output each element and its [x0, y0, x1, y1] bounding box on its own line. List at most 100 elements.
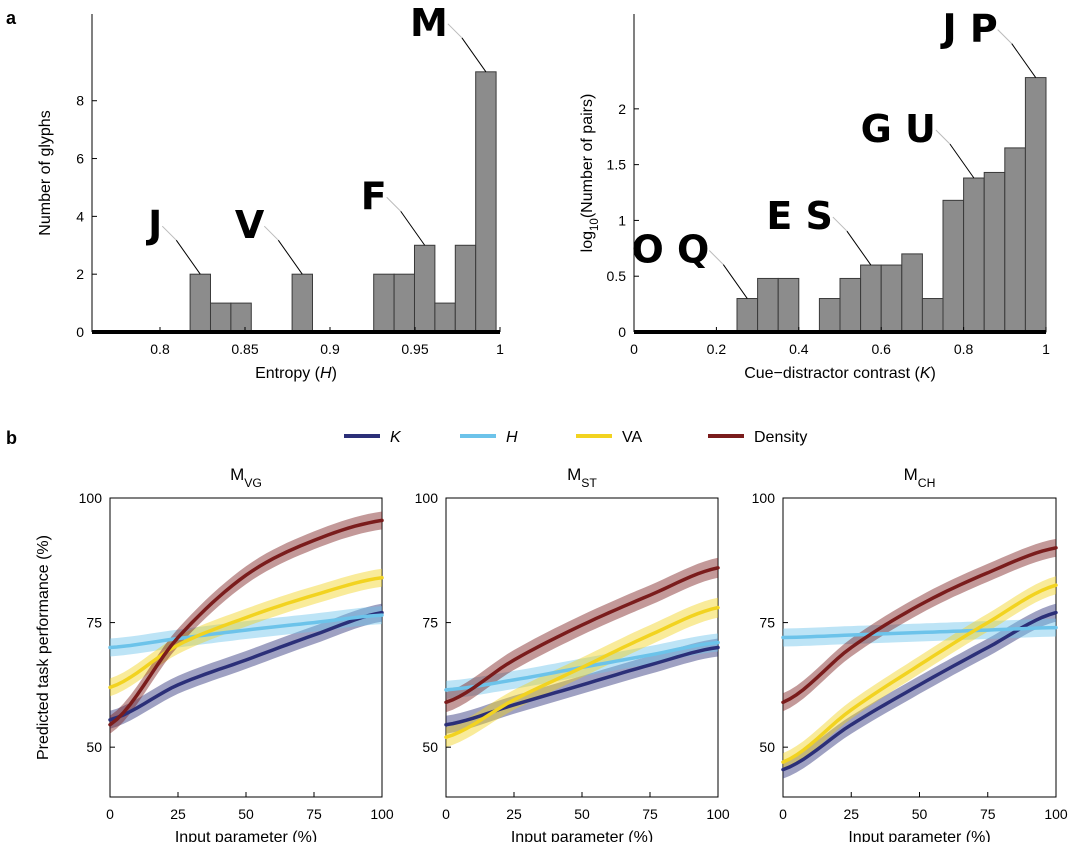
subplot-title: MST: [567, 465, 597, 490]
histogram-bar: [393, 273, 415, 333]
leader-line: [400, 210, 426, 246]
y-tick-label: 50: [86, 739, 102, 755]
histogram-bar: [777, 277, 800, 333]
panel-label-b: b: [6, 428, 17, 448]
histogram-bar: [963, 177, 985, 333]
x-tick-label: 50: [238, 806, 254, 822]
text-part: ST: [581, 476, 597, 490]
y-tick-label: 6: [76, 151, 84, 167]
text-part: M: [567, 465, 581, 484]
leader-line-faint: [708, 250, 724, 265]
confidence-band-va: [110, 568, 382, 697]
text-part: (Number of pairs): [579, 94, 596, 218]
histogram-bar: [475, 71, 497, 333]
glyph-annotation: J P: [939, 7, 997, 51]
x-axis-label: Input parameter (%): [511, 829, 653, 842]
x-tick-label: 0: [630, 341, 638, 357]
histogram-bar: [1024, 77, 1047, 333]
histogram-bar: [209, 302, 232, 333]
leader-line: [949, 143, 975, 179]
x-tick-label: 100: [706, 806, 730, 822]
y-tick-label: 75: [759, 615, 775, 631]
series-line-density: [781, 546, 1058, 705]
glyph-annotation: E S: [766, 194, 833, 238]
x-tick-label: 0.4: [789, 341, 809, 357]
glyph-annotation: J: [145, 203, 162, 247]
x-axis-label: Input parameter (%): [848, 829, 990, 842]
y-tick-label: 100: [79, 490, 103, 506]
x-tick-label: 25: [506, 806, 522, 822]
x-tick-label: 0.95: [401, 341, 428, 357]
confidence-band-density: [110, 511, 382, 734]
x-tick-label: 1: [496, 341, 504, 357]
legend-label-k: K: [390, 429, 402, 446]
text-part: log: [579, 231, 596, 252]
leader-line-faint: [832, 216, 848, 232]
histogram-bar: [942, 199, 965, 333]
legend: K H VA Density: [344, 429, 807, 446]
y-tick-label: 1.5: [607, 157, 627, 173]
legend-label-va: VA: [622, 429, 642, 446]
leader-line-faint: [935, 129, 951, 145]
text-part: 10: [589, 218, 601, 231]
series-line-va: [444, 605, 720, 739]
histogram-bar: [757, 277, 779, 333]
series-line-density: [444, 566, 720, 705]
x-tick-label: 0.2: [707, 341, 727, 357]
leader-line: [461, 37, 487, 73]
x-axis-label: Entropy (H): [255, 365, 337, 382]
x-tick-label: 0.85: [231, 341, 258, 357]
y-tick-label: 50: [759, 739, 775, 755]
leader-line-faint: [997, 29, 1013, 44]
x-tick-label: 0.6: [871, 341, 891, 357]
y-tick-label: 75: [86, 615, 102, 631]
y-tick-label: 100: [415, 490, 439, 506]
glyph-annotation: F: [361, 174, 387, 218]
histogram-bar: [736, 298, 759, 333]
histogram-bar: [839, 277, 862, 333]
text-part: Cue−distractor contrast (: [744, 365, 920, 382]
legend-label-h: H: [506, 429, 518, 446]
x-tick-label: 0.8: [954, 341, 974, 357]
x-tick-label: 1: [1042, 341, 1050, 357]
series-line-k: [781, 610, 1058, 772]
text-part: M: [904, 465, 918, 484]
mvg-line-chart: 0 25 50 75 100 50 75 100 MVG Input parameter (%) P…: [35, 465, 394, 842]
text-part: H: [320, 365, 332, 382]
x-tick-label: 100: [1044, 806, 1068, 822]
x-tick-label: 100: [370, 806, 394, 822]
text-part: K: [920, 365, 932, 382]
histogram-bar: [860, 264, 882, 333]
histogram-bar: [901, 253, 923, 333]
y-tick-label: 75: [422, 615, 438, 631]
series-line-k: [108, 610, 384, 722]
legend-label-density: Density: [754, 429, 807, 446]
leader-line-faint: [161, 225, 177, 241]
x-tick-label: 0: [779, 806, 787, 822]
text-part: CH: [918, 476, 936, 490]
histogram-bar: [983, 171, 1006, 333]
glyph-annotation: O Q: [631, 228, 709, 272]
y-tick-label: 1: [618, 212, 626, 228]
x-tick-label: 50: [912, 806, 928, 822]
histogram-bar: [373, 273, 395, 333]
histogram-bar: [230, 302, 252, 333]
leader-line-faint: [447, 23, 463, 39]
glyph-annotation: M: [410, 1, 448, 45]
x-tick-label: 0: [106, 806, 114, 822]
leader-line: [175, 239, 201, 275]
x-tick-label: 50: [574, 806, 590, 822]
leader-line-faint: [263, 225, 279, 241]
glyph-annotation: V: [235, 203, 265, 247]
y-tick-label: 2: [76, 266, 84, 282]
histogram-bar: [818, 298, 841, 333]
entropy-histogram: 0.8 0.85 0.9 0.95 1 0 2 4 6 8 Entropy (H) Number of…: [37, 1, 504, 382]
histogram-bar: [1004, 147, 1026, 333]
series-line-va: [781, 583, 1058, 764]
subplot-title: MVG: [230, 465, 262, 490]
mch-line-chart: 0 25 50 75 100 50 75 100 MCH Input parameter (%): [752, 465, 1068, 842]
x-tick-label: 0.8: [150, 341, 170, 357]
y-tick-label: 2: [618, 101, 626, 117]
histogram-bar: [189, 273, 211, 333]
